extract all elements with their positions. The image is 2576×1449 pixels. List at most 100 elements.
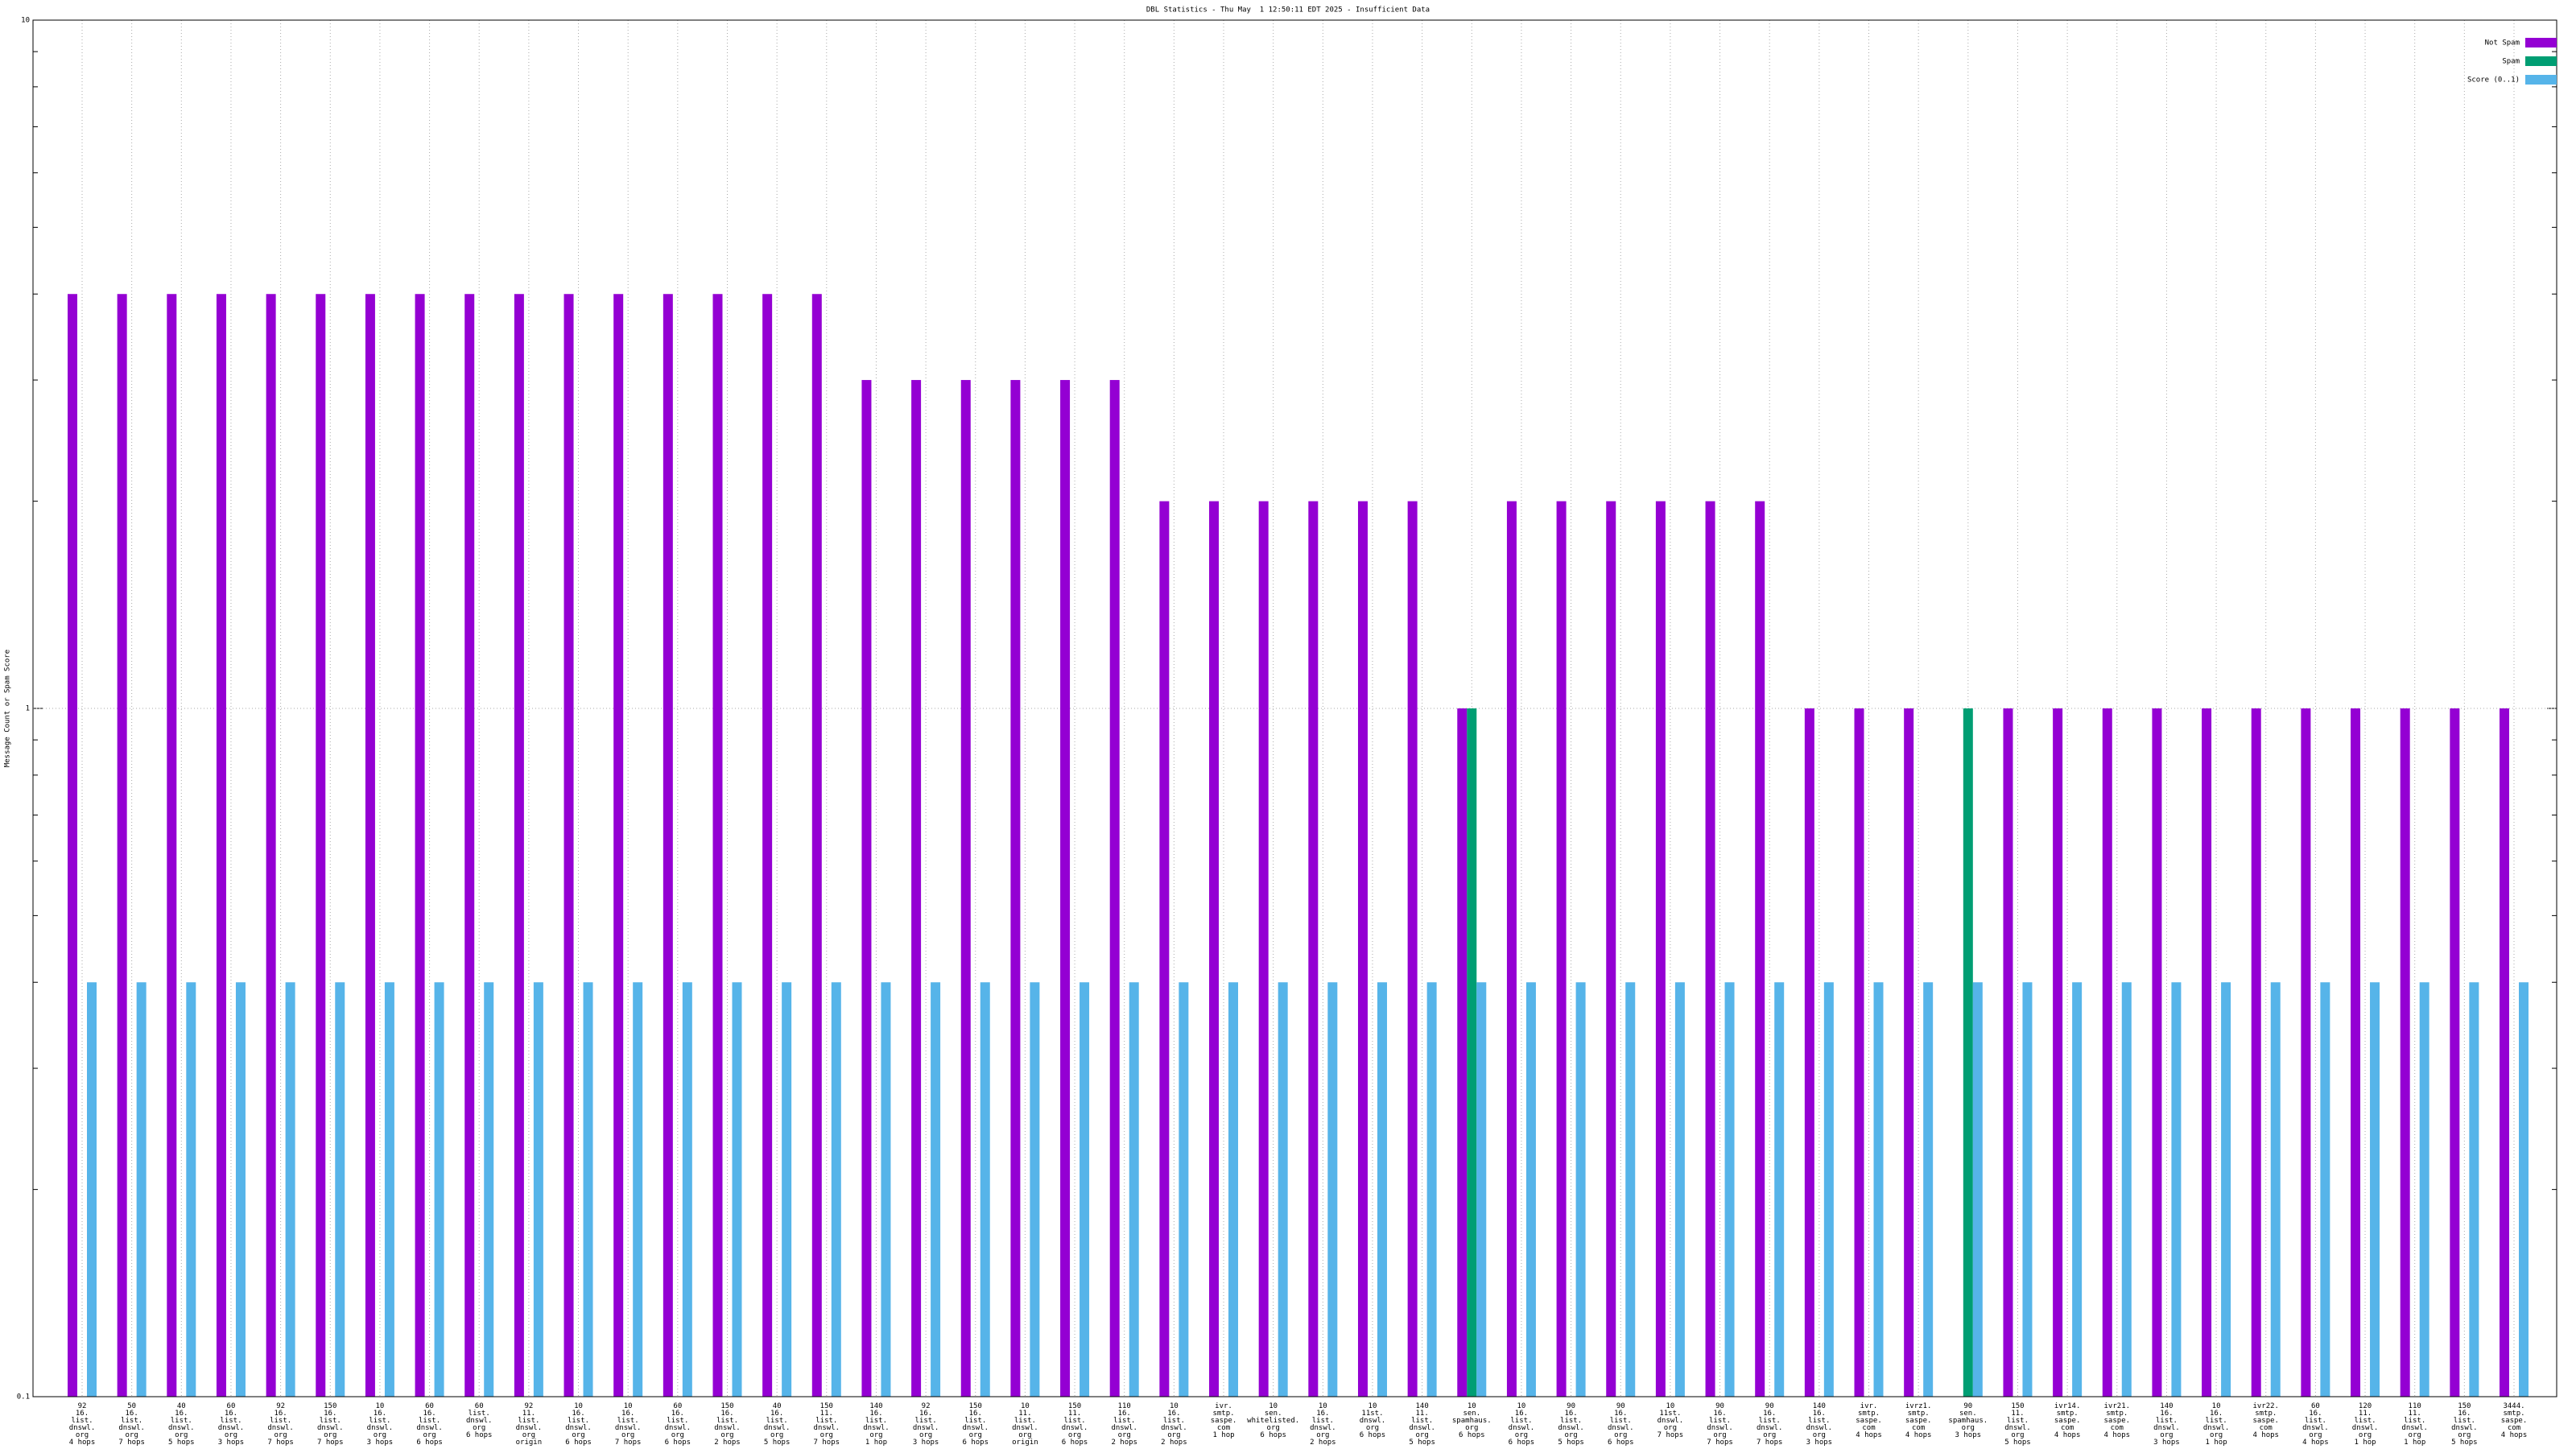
bar <box>1854 708 1864 1397</box>
x-tick-label: 10 11. list. dnswl. org origin <box>1012 1402 1038 1447</box>
x-tick-label: 92 16. list. dnswl. org 3 hops <box>913 1402 939 1447</box>
x-tick-label: 10 16. list. dnswl. org 7 hops <box>615 1402 642 1447</box>
bar <box>2370 982 2380 1397</box>
bar <box>633 982 643 1397</box>
bar <box>2519 982 2529 1397</box>
y-tick-label: 1 <box>26 705 30 713</box>
bar <box>2072 982 2083 1397</box>
bar <box>235 982 246 1397</box>
bar <box>2102 708 2112 1397</box>
bar <box>2003 708 2013 1397</box>
bar <box>1625 982 1636 1397</box>
bar <box>1525 982 1536 1397</box>
bar <box>2221 982 2231 1397</box>
x-tick-label: 150 11. list. dnswl. org 7 hops <box>814 1402 840 1447</box>
bar <box>1506 501 1517 1397</box>
bar <box>2320 982 2330 1397</box>
bar <box>2469 982 2479 1397</box>
x-tick-label: ivr. smtp. saspe. com 4 hops <box>1856 1402 1882 1439</box>
x-tick-label: ivr. smtp. saspe. com 1 hop <box>1211 1402 1237 1439</box>
bar <box>2419 982 2429 1397</box>
bar <box>2500 708 2509 1397</box>
bar <box>1327 982 1338 1397</box>
bar <box>484 982 494 1397</box>
legend-label: Score (0..1) <box>2467 76 2520 85</box>
bar <box>68 294 77 1397</box>
bar <box>911 380 922 1397</box>
legend-swatch <box>2525 38 2557 47</box>
bar <box>316 294 326 1397</box>
bar <box>613 294 624 1397</box>
bar <box>2121 982 2132 1397</box>
x-tick-label: 3444. smtp. saspe. com 4 hops <box>2501 1402 2528 1439</box>
bar <box>2171 982 2182 1397</box>
bar <box>1467 708 1477 1397</box>
x-tick-label: 10 16. list. dnswl. org 2 hops <box>1310 1402 1336 1447</box>
bar <box>1674 982 1685 1397</box>
bar <box>663 294 673 1397</box>
x-tick-label: 10 11st. dnswl. org 7 hops <box>1657 1402 1684 1439</box>
bar <box>1407 501 1418 1397</box>
x-tick-label: 150 16. list. dnswl. org 2 hops <box>714 1402 741 1447</box>
bar <box>1426 982 1437 1397</box>
bar <box>762 294 773 1397</box>
bar <box>533 982 543 1397</box>
bar <box>960 380 971 1397</box>
bar <box>1963 708 1973 1397</box>
x-tick-label: 110 11. list. dnswl. org 1 hop <box>2401 1402 2428 1447</box>
x-tick-label: 90 16. list. dnswl. org 7 hops <box>1707 1402 1733 1447</box>
bar <box>931 982 941 1397</box>
bar <box>1010 380 1021 1397</box>
bar <box>415 294 425 1397</box>
x-tick-label: 60 16. list. dnswl. org 6 hops <box>665 1402 691 1447</box>
x-tick-label: 92 11. list. dnswl. org origin <box>516 1402 543 1447</box>
x-tick-label: 150 16. list. dnswl. org 5 hops <box>2451 1402 2478 1447</box>
legend-swatch <box>2525 56 2557 66</box>
legend-label: Not Spam <box>2485 39 2520 47</box>
bar <box>861 380 872 1397</box>
bar <box>2152 708 2162 1397</box>
bar <box>1030 982 1040 1397</box>
x-tick-label: ivr22. smtp. saspe. com 4 hops <box>2252 1402 2279 1439</box>
bar <box>1457 708 1468 1397</box>
bar <box>2400 708 2410 1397</box>
bar <box>136 982 147 1397</box>
bar <box>1080 982 1090 1397</box>
y-tick-label: 0.1 <box>17 1393 30 1402</box>
bar <box>1873 982 1884 1397</box>
x-tick-label: 90 16. list. dnswl. org 6 hops <box>1608 1402 1634 1447</box>
x-tick-label: 50 16. list. dnswl. org 7 hops <box>118 1402 145 1447</box>
bar <box>1556 501 1567 1397</box>
bar <box>811 294 822 1397</box>
bar <box>87 982 97 1397</box>
bar <box>1357 501 1368 1397</box>
x-tick-label: 90 sen. spamhaus. org 3 hops <box>1948 1402 1988 1439</box>
y-axis-label: Message Count or Spam Score <box>4 650 12 767</box>
x-tick-label: ivrz1. smtp. saspe. com 4 hops <box>1905 1402 1932 1439</box>
bar <box>1904 708 1914 1397</box>
bar <box>980 982 990 1397</box>
x-tick-label: 10 16. list. dnswl. org 3 hops <box>367 1402 394 1447</box>
bar <box>1308 501 1319 1397</box>
bar <box>1159 501 1170 1397</box>
x-tick-label: 150 11. list. dnswl. org 5 hops <box>2004 1402 2031 1447</box>
bar <box>1129 982 1139 1397</box>
x-tick-label: 10 16. list. dnswl. org 6 hops <box>1509 1402 1535 1447</box>
bar <box>1179 982 1189 1397</box>
bar <box>365 294 375 1397</box>
x-tick-label: 92 16. list. dnswl. org 4 hops <box>69 1402 96 1447</box>
bar <box>1258 501 1269 1397</box>
bar <box>285 982 295 1397</box>
x-tick-label: 92 16. list. dnswl. org 7 hops <box>267 1402 294 1447</box>
bar <box>117 294 127 1397</box>
bar <box>384 982 394 1397</box>
x-tick-label: 60 16. list. dnswl. org 3 hops <box>218 1402 245 1447</box>
bar <box>1823 982 1834 1397</box>
x-tick-label: 40 16. list. dnswl. org 5 hops <box>168 1402 195 1447</box>
bar <box>1575 982 1586 1397</box>
x-tick-label: 60 list. dnswl. org 6 hops <box>466 1402 493 1439</box>
x-tick-label: 140 16. list. dnswl. org 3 hops <box>2153 1402 2180 1447</box>
x-tick-label: 150 11. list. dnswl. org 6 hops <box>1062 1402 1088 1447</box>
bar <box>2270 982 2281 1397</box>
